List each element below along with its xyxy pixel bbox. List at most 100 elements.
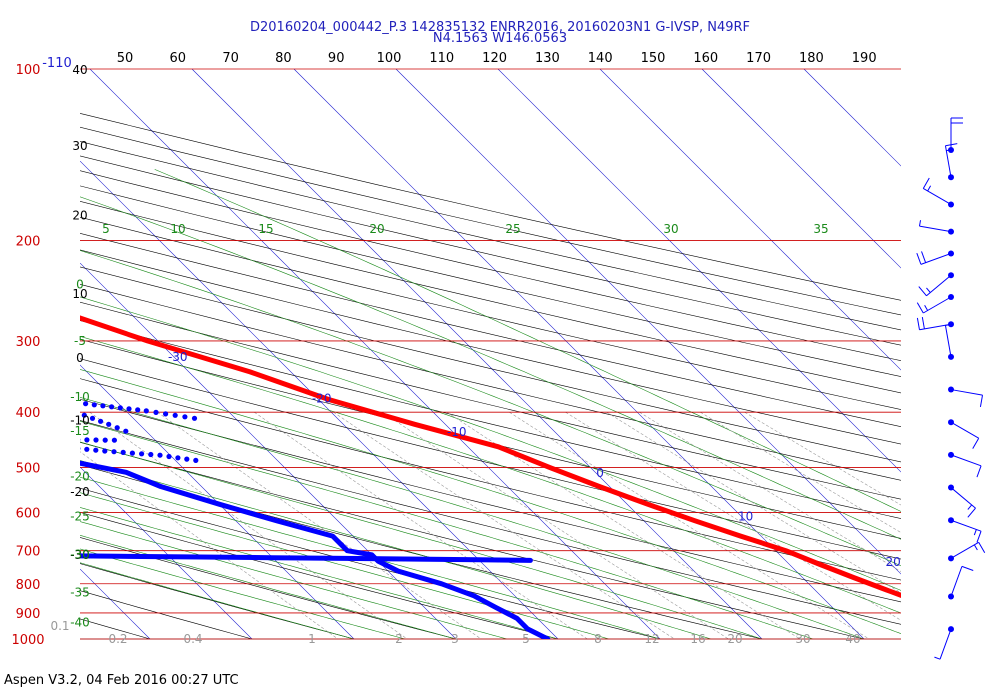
- isotherm-label: -20: [312, 392, 332, 406]
- moist-adiabat-line: [80, 476, 661, 639]
- mixing-ratio-label: 8: [594, 632, 602, 646]
- moist-adiabat-label: 10: [170, 222, 185, 236]
- wind-barb-staff: [919, 225, 952, 233]
- height-tick-label: 10: [72, 287, 87, 301]
- dewpoint-point: [49, 444, 54, 449]
- wind-barb-staff: [939, 628, 952, 660]
- dewpoint-point: [57, 444, 62, 449]
- wind-barb-staff: [950, 566, 963, 597]
- dewpoint-point: [5, 390, 10, 395]
- dry-adiabat-line: [80, 185, 901, 377]
- dewpoint-point: [117, 405, 123, 411]
- moist-adiabat-label: -20: [70, 469, 90, 483]
- mixing-ratio-label: 30: [795, 632, 810, 646]
- dewpoint-point: [129, 450, 135, 456]
- dewpoint-point: [32, 394, 37, 399]
- temperature-trace: [80, 315, 901, 598]
- isotherm-line: [599, 69, 901, 371]
- moist-adiabat-label: 5: [102, 222, 110, 236]
- mixing-ratio-line: [744, 411, 901, 506]
- dewpoint-point: [14, 440, 19, 445]
- isotherm-line: [701, 69, 901, 269]
- dewpoint-point: [102, 437, 108, 443]
- dewpoint-point: [12, 436, 17, 441]
- pressure-tick-label: 800: [16, 578, 41, 593]
- footer-text: Aspen V3.2, 04 Feb 2016 00:27 UTC: [4, 673, 239, 688]
- wind-barb-staff: [950, 421, 979, 439]
- dewpoint-point: [81, 412, 87, 418]
- top-axis-tick-label: 100: [377, 51, 402, 66]
- dry-adiabat-line: [80, 420, 901, 625]
- moist-adiabat-line: [80, 250, 901, 567]
- moist-adiabat-label: 15: [258, 222, 273, 236]
- isotherm-label: 0: [596, 466, 604, 480]
- dewpoint-point: [83, 401, 89, 407]
- isotherm-line: [191, 69, 763, 639]
- trace-layer: [5, 315, 901, 639]
- moist-adiabat-line: [80, 441, 763, 639]
- moist-adiabat-line: [80, 562, 355, 639]
- wind-barb: [918, 220, 954, 235]
- wind-barb: [934, 626, 954, 660]
- wind-barb-staff: [920, 252, 952, 265]
- dewpoint-point: [153, 409, 159, 415]
- wind-barb-staff: [944, 325, 952, 357]
- mixing-ratio-line: [157, 411, 482, 639]
- top-axis-tick-label: 110: [429, 51, 454, 66]
- wind-barb: [948, 484, 976, 518]
- mixing-ratio-label: 1: [308, 632, 316, 646]
- wind-barb-flag: [961, 565, 974, 571]
- dry-adiabat-line: [80, 358, 901, 560]
- wind-barb-flag: [921, 251, 927, 263]
- moist-adiabat-label: 0: [76, 278, 84, 292]
- moist-adiabat-label: 30: [663, 222, 678, 236]
- wind-barb-flag: [945, 143, 958, 147]
- mixing-ratio-label: 20: [727, 632, 742, 646]
- wind-barb: [944, 323, 954, 360]
- pressure-tick-label: 400: [16, 406, 41, 421]
- wind-barb-staff: [923, 188, 952, 205]
- dry-adiabat-line: [80, 464, 763, 639]
- dry-adiabat-line: [80, 113, 901, 301]
- dry-adiabat-line: [80, 563, 355, 639]
- dewpoint-point: [182, 414, 188, 420]
- dewpoint-point: [84, 437, 90, 443]
- mixing-ratio-line: [606, 411, 901, 594]
- dewpoint-point: [148, 451, 154, 458]
- dry-adiabat-line: [80, 590, 253, 639]
- wind-barb-flag: [918, 220, 922, 227]
- pressure-tick-label: 1000: [11, 633, 44, 648]
- pressure-tick-label: 100: [16, 63, 41, 78]
- dewpoint-point: [106, 421, 112, 427]
- isotherm-line: [89, 69, 661, 639]
- dewpoint-point: [48, 437, 53, 442]
- wind-barb: [948, 565, 974, 600]
- wind-barb-flag: [967, 504, 973, 510]
- dewpoint-point: [80, 438, 81, 441]
- top-axis-tick-label: 50: [117, 51, 134, 66]
- moist-adiabat-line: [80, 196, 901, 540]
- isotherm-line: [395, 69, 901, 575]
- mixing-ratio-label: 2: [395, 632, 403, 646]
- height-tick-label: 20: [72, 209, 87, 223]
- height-tick-label: -30: [70, 548, 90, 562]
- dewpoint-point: [111, 449, 117, 455]
- moist-adiabat-line: [80, 507, 559, 639]
- dewpoint-point: [193, 457, 199, 463]
- wind-barb-staff: [950, 541, 979, 559]
- wind-barb-flag: [967, 507, 976, 518]
- wind-barb-flag: [973, 529, 977, 536]
- moist-adiabat-line: [80, 535, 457, 639]
- moist-adiabat-line: [80, 521, 508, 639]
- dry-adiabat-line: [80, 378, 901, 581]
- top-axis-tick-label: 90: [328, 51, 345, 66]
- dry-adiabat-line: [80, 216, 901, 410]
- mixing-ratio-label: 5: [522, 632, 530, 646]
- moist-adiabat-label: -40: [70, 615, 90, 629]
- dewpoint-point: [157, 452, 163, 458]
- dry-adiabat-line: [80, 155, 901, 346]
- moist-adiabat-line: [154, 169, 901, 512]
- height-tick-label: 30: [72, 139, 87, 153]
- dewpoint-point: [15, 392, 20, 397]
